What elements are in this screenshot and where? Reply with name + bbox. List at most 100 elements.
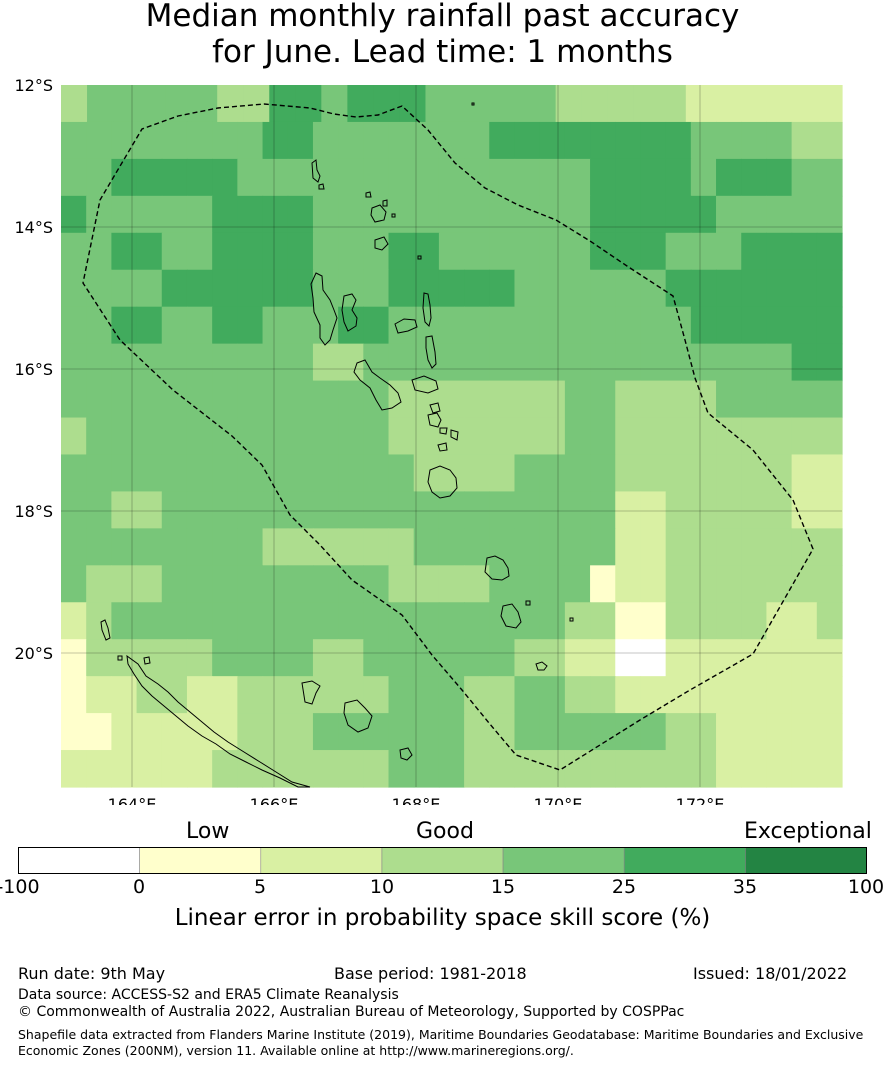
lon-label-164e: 164°E bbox=[108, 795, 157, 805]
grid-cell bbox=[438, 121, 465, 160]
grid-cell bbox=[312, 417, 339, 456]
grid-cell bbox=[665, 158, 692, 197]
grid-cell bbox=[615, 380, 642, 419]
grid-cell bbox=[766, 158, 793, 197]
grid-cell bbox=[111, 195, 138, 234]
grid-cell bbox=[741, 713, 768, 751]
grid-cell bbox=[539, 713, 566, 751]
grid-cell bbox=[791, 565, 818, 603]
grid-cell bbox=[514, 565, 541, 603]
lon-label-168e: 168°E bbox=[392, 795, 441, 805]
grid-cell bbox=[338, 380, 364, 419]
grid-cell bbox=[413, 528, 440, 566]
grid-cell bbox=[136, 602, 163, 640]
shepherd-islands bbox=[439, 427, 459, 441]
grid-cell bbox=[61, 713, 87, 751]
grid-cell bbox=[716, 195, 742, 234]
grid-cell bbox=[136, 713, 163, 751]
aneityum-island bbox=[535, 661, 548, 671]
grid-cell bbox=[438, 232, 465, 271]
grid-cell bbox=[564, 158, 591, 197]
grid-cell bbox=[816, 639, 843, 677]
grid-cell bbox=[86, 269, 112, 308]
grid-cell bbox=[716, 121, 742, 160]
grid-cell bbox=[716, 676, 742, 714]
grid-cell bbox=[539, 343, 566, 382]
grid-cell bbox=[363, 158, 390, 197]
grid-cell bbox=[413, 491, 440, 529]
grid-cell bbox=[237, 528, 264, 566]
grid-cell bbox=[514, 639, 541, 677]
erromango-island bbox=[484, 555, 510, 581]
grid-cell bbox=[615, 676, 642, 714]
grid-cell bbox=[363, 676, 390, 714]
grid-cell bbox=[438, 528, 465, 566]
grid-cell bbox=[312, 676, 339, 714]
grid-cell bbox=[564, 269, 591, 308]
grid-cell bbox=[161, 306, 188, 345]
grid-cell bbox=[741, 158, 768, 197]
grid-cell bbox=[789, 85, 817, 123]
grid-cell bbox=[363, 121, 390, 160]
grid-cell bbox=[640, 232, 667, 271]
grid-cell bbox=[539, 565, 566, 603]
colorbar bbox=[18, 847, 867, 874]
loyalty-islands bbox=[301, 680, 413, 761]
grid-cell bbox=[685, 85, 713, 123]
grid-cell bbox=[438, 306, 465, 345]
grid-cell bbox=[413, 454, 440, 493]
grid-cell bbox=[237, 676, 264, 714]
grid-cell bbox=[287, 602, 314, 640]
grid-cell bbox=[615, 269, 642, 308]
torres-islands bbox=[311, 159, 325, 190]
grid-cell bbox=[287, 306, 314, 345]
grid-cell bbox=[690, 121, 717, 160]
colorbar-tick: 25 bbox=[611, 876, 637, 898]
grid-cell bbox=[716, 565, 742, 603]
grid-cell bbox=[186, 417, 213, 456]
grid-cell bbox=[262, 676, 289, 714]
grid-cell bbox=[136, 121, 163, 160]
grid-cell bbox=[590, 306, 616, 345]
grid-cell bbox=[539, 491, 566, 529]
grid-cell bbox=[438, 343, 465, 382]
grid-cell bbox=[716, 417, 742, 456]
grid-cell bbox=[136, 195, 163, 234]
lat-label-12s: 12°S bbox=[14, 76, 53, 95]
grid-cell bbox=[564, 713, 591, 751]
grid-cell bbox=[338, 713, 364, 751]
grid-cell bbox=[186, 676, 213, 714]
grid-cell bbox=[136, 158, 163, 197]
grid-cell bbox=[581, 85, 609, 123]
grid-cell bbox=[590, 565, 616, 603]
grid-cell bbox=[287, 417, 314, 456]
grid-cell bbox=[363, 491, 390, 529]
grid-cell bbox=[262, 491, 289, 529]
grid-cell bbox=[338, 195, 364, 234]
tongoa-island bbox=[437, 442, 448, 452]
grid-cell bbox=[615, 491, 642, 529]
grid-cell bbox=[741, 750, 768, 788]
grid-cell bbox=[212, 269, 238, 308]
grid-cell bbox=[111, 528, 138, 566]
grid-cell bbox=[615, 565, 642, 603]
grid-cell bbox=[212, 454, 238, 493]
grid-cell bbox=[716, 454, 742, 493]
grid-cell bbox=[690, 417, 717, 456]
grid-cell bbox=[665, 528, 692, 566]
grid-cell bbox=[287, 269, 314, 308]
grid-cell bbox=[237, 306, 264, 345]
grid-cell bbox=[61, 639, 87, 677]
grid-cell bbox=[464, 380, 490, 419]
grid-cell bbox=[363, 528, 390, 566]
grid-cell bbox=[766, 195, 793, 234]
grid-cell bbox=[816, 121, 843, 160]
grid-cell bbox=[237, 269, 264, 308]
grid-cell bbox=[590, 602, 616, 640]
grid-cell bbox=[212, 306, 238, 345]
grid-cell bbox=[388, 306, 415, 345]
grid-cell bbox=[262, 195, 289, 234]
grid-cell bbox=[590, 417, 616, 456]
grid-cell bbox=[791, 602, 818, 640]
grid-cell bbox=[514, 158, 541, 197]
